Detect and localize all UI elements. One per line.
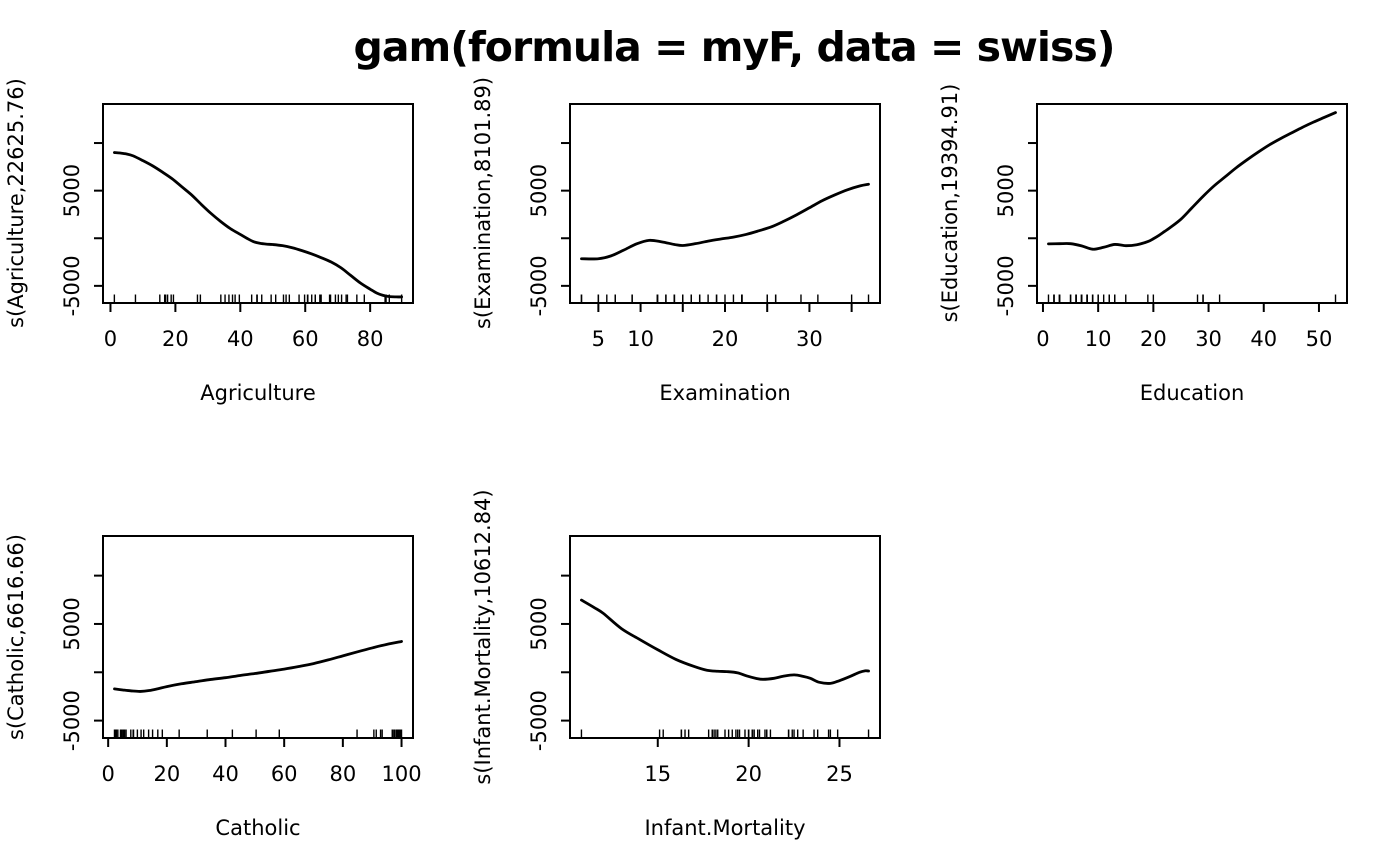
plot-title: gam(formula = myF, data = swiss) xyxy=(353,23,1115,71)
rug-marks xyxy=(113,294,403,302)
x-tick-label: 60 xyxy=(292,327,319,351)
x-axis-title-infant-mortality: Infant.Mortality xyxy=(644,816,806,840)
x-tick-label: 20 xyxy=(162,327,189,351)
y-tick-label: -5000 xyxy=(60,255,84,316)
y-tick-label: 5000 xyxy=(994,164,1018,217)
y-tick-label: -5000 xyxy=(527,690,551,751)
plot-box xyxy=(569,103,881,304)
x-tick-label: 25 xyxy=(826,762,853,786)
x-tick-label: 100 xyxy=(381,762,421,786)
x-tick-label: 20 xyxy=(1140,327,1167,351)
x-tick-label: 10 xyxy=(1085,327,1112,351)
smooth-curve xyxy=(1047,111,1337,251)
smooth-curve xyxy=(580,182,870,261)
rug-marks xyxy=(1047,294,1337,302)
x-axis-title-catholic: Catholic xyxy=(215,816,301,840)
x-tick-label: 40 xyxy=(212,762,239,786)
x-tick-label: 30 xyxy=(1195,327,1222,351)
x-tick-label: 0 xyxy=(101,762,114,786)
x-tick-label: 5 xyxy=(592,327,605,351)
plot-box xyxy=(102,103,414,304)
x-tick-label: 0 xyxy=(104,327,117,351)
y-axis-title-infant-mortality: s(Infant.Mortality,10612.84) xyxy=(471,489,495,785)
y-tick-label: -5000 xyxy=(60,690,84,751)
panel-examination: 5 10 20 30 -5000 5000 xyxy=(527,103,881,351)
x-tick-label: 40 xyxy=(1250,327,1277,351)
y-axis-title-education: s(Education,19394.91) xyxy=(938,83,962,323)
smooth-curve xyxy=(113,640,403,693)
x-axis-title-examination: Examination xyxy=(659,381,791,405)
y-axis-title-agriculture: s(Agriculture,22625.76) xyxy=(4,78,28,328)
x-axis-title-agriculture: Agriculture xyxy=(200,381,316,405)
plot-box xyxy=(102,535,414,739)
y-tick-label: 5000 xyxy=(60,597,84,650)
y-axis-title-catholic: s(Catholic,6616.66) xyxy=(4,534,28,740)
x-tick-label: 30 xyxy=(796,327,823,351)
x-tick-label: 60 xyxy=(271,762,298,786)
x-tick-label: 80 xyxy=(357,327,384,351)
y-tick-label: 5000 xyxy=(527,597,551,650)
x-tick-label: 0 xyxy=(1036,327,1049,351)
panel-catholic: 0 20 40 60 80 100 -5000 5000 xyxy=(60,535,422,786)
x-tick-label: 80 xyxy=(329,762,356,786)
plot-box xyxy=(1036,103,1348,304)
x-tick-label: 20 xyxy=(712,327,739,351)
y-tick-label: -5000 xyxy=(994,255,1018,316)
x-tick-label: 15 xyxy=(644,762,671,786)
x-tick-label: 10 xyxy=(627,327,654,351)
rug-marks xyxy=(580,729,870,737)
panel-agriculture: 0 20 40 60 80 -5000 5000 xyxy=(60,103,414,351)
plot-box xyxy=(569,535,881,739)
panel-education: 0 10 20 30 40 50 -5000 5000 xyxy=(994,103,1348,351)
smooth-curve xyxy=(580,598,870,685)
x-tick-label: 20 xyxy=(735,762,762,786)
rug-marks xyxy=(580,294,870,302)
panel-infant-mortality: 15 20 25 -5000 5000 xyxy=(527,535,881,786)
rug-marks xyxy=(113,729,403,737)
x-axis-title-education: Education xyxy=(1139,381,1245,405)
x-tick-label: 50 xyxy=(1306,327,1333,351)
y-tick-label: -5000 xyxy=(527,255,551,316)
y-axis-title-examination: s(Examination,8101.89) xyxy=(471,76,495,330)
x-tick-label: 20 xyxy=(153,762,180,786)
y-tick-label: 5000 xyxy=(60,164,84,217)
smooth-curve xyxy=(112,151,404,299)
y-tick-label: 5000 xyxy=(527,164,551,217)
x-tick-label: 40 xyxy=(227,327,254,351)
